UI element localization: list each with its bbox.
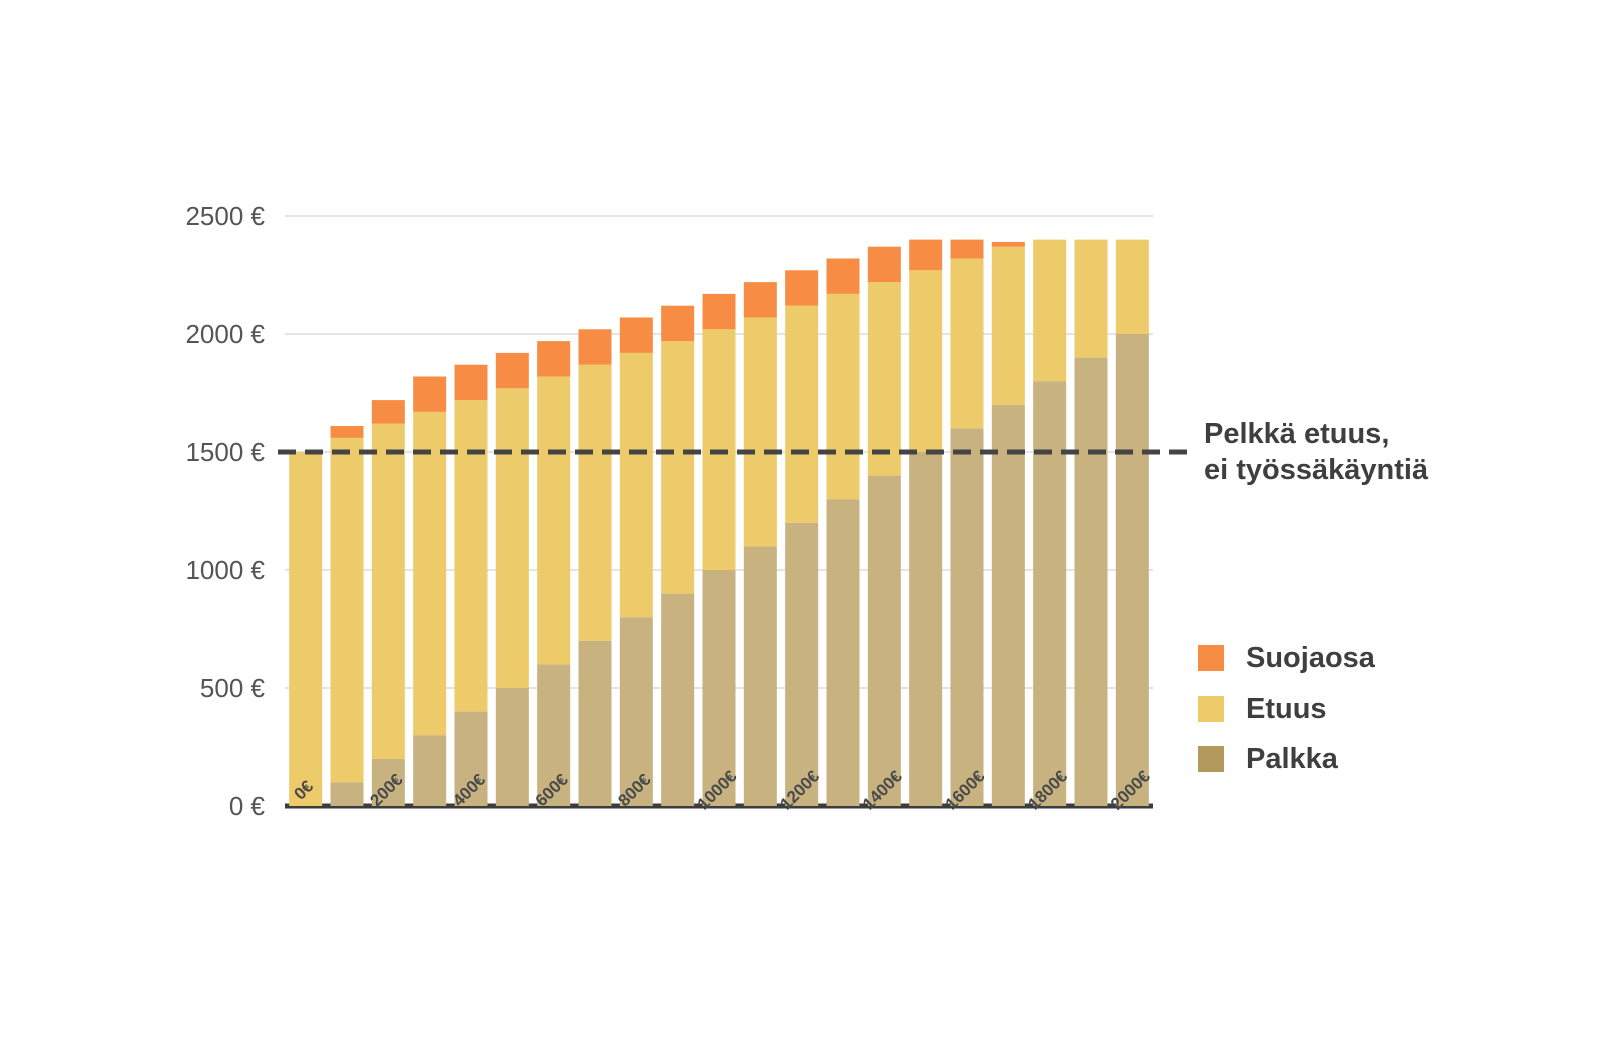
bar-segment-palkka <box>495 688 529 806</box>
bar-segment-suojaosa <box>371 400 405 424</box>
bar-segment-palkka <box>1074 357 1108 806</box>
legend-label: Palkka <box>1246 743 1339 775</box>
bar-segment-palkka <box>330 782 364 806</box>
bar-segment-etuus <box>371 423 405 759</box>
reference-line-label: ei työssäkäyntiä <box>1204 454 1429 486</box>
bar-segment-etuus <box>785 305 819 523</box>
bar-segment-palkka <box>537 664 571 806</box>
legend-label: Suojaosa <box>1246 642 1376 674</box>
bar-segment-suojaosa <box>743 282 777 318</box>
reference-line: Pelkkä etuus, ei työssäkäyntiä <box>278 418 1429 486</box>
bar-segment-palkka <box>413 735 447 806</box>
bar-segment-etuus <box>950 258 984 429</box>
bar-segment-palkka <box>371 758 405 806</box>
bar-segment-suojaosa <box>826 258 860 294</box>
bar-segment-suojaosa <box>991 241 1025 247</box>
bar-segment-suojaosa <box>330 426 364 438</box>
bar-segment-etuus <box>1074 239 1108 358</box>
bar-segment-suojaosa <box>909 239 943 271</box>
bar-segment-suojaosa <box>785 270 819 306</box>
bar-segment-etuus <box>619 352 653 618</box>
reference-line-label: Pelkkä etuus, <box>1204 418 1389 450</box>
bar-segment-etuus <box>826 293 860 500</box>
bar-segment-suojaosa <box>950 239 984 259</box>
bar-segment-palkka <box>743 546 777 806</box>
bar-segment-etuus <box>330 437 364 783</box>
bar-segment-palkka <box>661 593 695 806</box>
bar-segment-etuus <box>743 317 777 547</box>
bar-segment-etuus <box>991 246 1025 405</box>
bar-segment-etuus <box>578 364 612 641</box>
bar-segment-etuus <box>289 452 323 806</box>
bar-segment-etuus <box>537 376 571 665</box>
bar-segment-suojaosa <box>454 364 488 401</box>
bar-segment-etuus <box>1033 239 1067 382</box>
bar-segment-suojaosa <box>495 352 529 389</box>
bar-segment-palkka <box>619 617 653 806</box>
bar-segment-etuus <box>1115 239 1149 334</box>
bar-segment-suojaosa <box>619 317 653 353</box>
bar-segment-suojaosa <box>867 246 901 283</box>
bar-segment-etuus <box>495 388 529 688</box>
bar-segment-palkka <box>1033 381 1067 806</box>
bar-segment-palkka <box>578 640 612 806</box>
y-tick-label: 500 € <box>200 673 266 703</box>
legend: Suojaosa Etuus Palkka <box>1198 642 1376 775</box>
y-tick-label: 1000 € <box>185 555 265 585</box>
bar-segment-palkka <box>991 404 1025 806</box>
bars <box>289 239 1149 806</box>
bar-segment-suojaosa <box>578 329 612 365</box>
legend-swatch-etuus <box>1198 696 1224 722</box>
legend-swatch-palkka <box>1198 746 1224 772</box>
bar-segment-palkka <box>1115 334 1149 806</box>
bar-segment-etuus <box>661 341 695 594</box>
bar-segment-etuus <box>413 411 447 736</box>
bar-segment-etuus <box>454 400 488 712</box>
y-tick-label: 0 € <box>229 791 266 821</box>
bar-segment-palkka <box>867 475 901 806</box>
legend-label: Etuus <box>1246 693 1327 725</box>
bar-segment-palkka <box>785 522 819 806</box>
y-tick-label: 2000 € <box>185 319 265 349</box>
bar-segment-palkka <box>950 428 984 806</box>
y-tick-label: 1500 € <box>185 437 265 467</box>
y-tick-label: 2500 € <box>185 201 265 231</box>
legend-swatch-suojaosa <box>1198 645 1224 671</box>
bar-segment-palkka <box>909 452 943 806</box>
bar-segment-suojaosa <box>702 293 736 330</box>
bar-segment-suojaosa <box>413 376 447 412</box>
bar-segment-suojaosa <box>661 305 695 342</box>
bar-segment-suojaosa <box>537 341 571 377</box>
bar-segment-etuus <box>909 270 943 452</box>
bar-segment-palkka <box>454 711 488 806</box>
bar-segment-palkka <box>826 499 860 806</box>
bar-segment-palkka <box>702 570 736 806</box>
bar-segment-etuus <box>867 282 901 476</box>
